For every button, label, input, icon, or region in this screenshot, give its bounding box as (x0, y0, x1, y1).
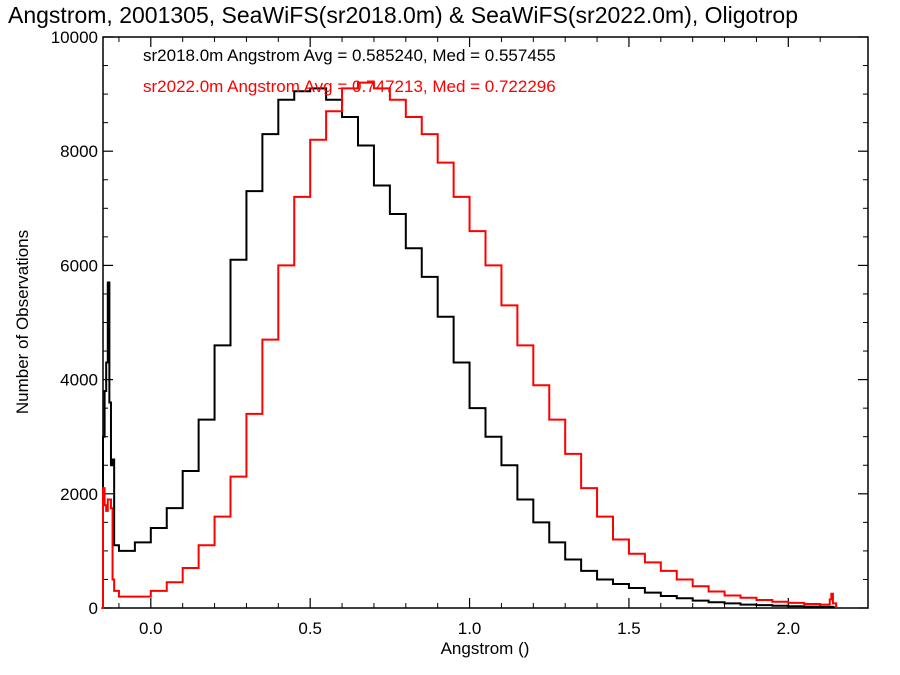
plot-frame (102, 36, 869, 609)
x-tick-label: 0.5 (298, 619, 322, 638)
x-axis-label: Angstrom () (441, 639, 530, 658)
x-tick-label: 1.0 (458, 619, 482, 638)
y-axis-label: Number of Observations (13, 230, 32, 414)
y-tick-label: 8000 (60, 142, 98, 161)
y-axis-ticks: 0 2000 4000 6000 8000 10000 (51, 28, 868, 618)
series-line-sr2022.0m (101, 81, 838, 609)
y-tick-label: 6000 (60, 256, 98, 275)
y-tick-label: 10000 (51, 28, 98, 47)
y-tick-label: 0 (89, 599, 98, 618)
x-axis-ticks: 0.0 0.5 1.0 1.5 2.0 (118, 37, 821, 638)
annotation-sr2018: sr2018.0m Angstrom Avg = 0.585240, Med =… (143, 46, 556, 65)
annotations: sr2018.0m Angstrom Avg = 0.585240, Med =… (143, 46, 556, 96)
x-tick-label: 0.0 (139, 619, 163, 638)
annotation-sr2022: sr2022.0m Angstrom Avg = 0.747213, Med =… (143, 77, 556, 96)
x-tick-label: 1.5 (617, 619, 641, 638)
y-tick-label: 2000 (60, 485, 98, 504)
y-tick-label: 4000 (60, 371, 98, 390)
series-group (101, 81, 838, 609)
series-line-sr2018.0m (101, 87, 838, 609)
chart-title: Angstrom, 2001305, SeaWiFS(sr2018.0m) & … (8, 2, 798, 28)
x-tick-label: 2.0 (776, 619, 800, 638)
